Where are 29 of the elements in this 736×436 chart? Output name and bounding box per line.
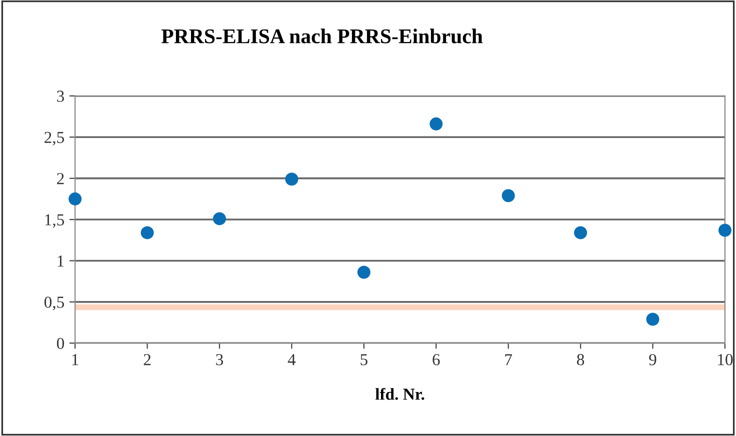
point [502,189,515,202]
x-tick-label: 6 [432,354,440,366]
point [646,312,660,326]
chart-title: PRRS-ELISA nach PRRS-Einbruch [161,28,483,44]
x-tick-label: 9 [649,354,656,366]
x-tick-label: 8 [577,354,584,366]
y-tick-label: 0,5 [44,296,64,310]
x-tick-label: 7 [505,354,512,366]
y-tick-label: 2 [57,173,64,184]
y-tick-label: 0 [56,338,64,350]
x-tick-label: 3 [216,354,224,366]
y-tick-label: 2,5 [44,132,64,146]
y-tick-label: 3 [57,90,64,102]
x-tick-label: 10 [718,354,733,366]
x-axis-title: lfd. Nr. [375,388,424,400]
y-tick-label: 1 [58,256,64,267]
point [285,172,298,186]
y-tick-label: 1,5 [45,214,64,228]
point [68,192,82,206]
point [430,117,443,130]
point [212,212,226,226]
x-tick-label: 5 [360,354,368,366]
x-tick-label: 4 [288,354,296,366]
point [140,226,154,240]
x-tick-label: 1 [72,354,78,366]
x-tick-label: 2 [144,354,151,366]
point [574,226,588,240]
point [357,266,370,279]
point [718,224,732,237]
